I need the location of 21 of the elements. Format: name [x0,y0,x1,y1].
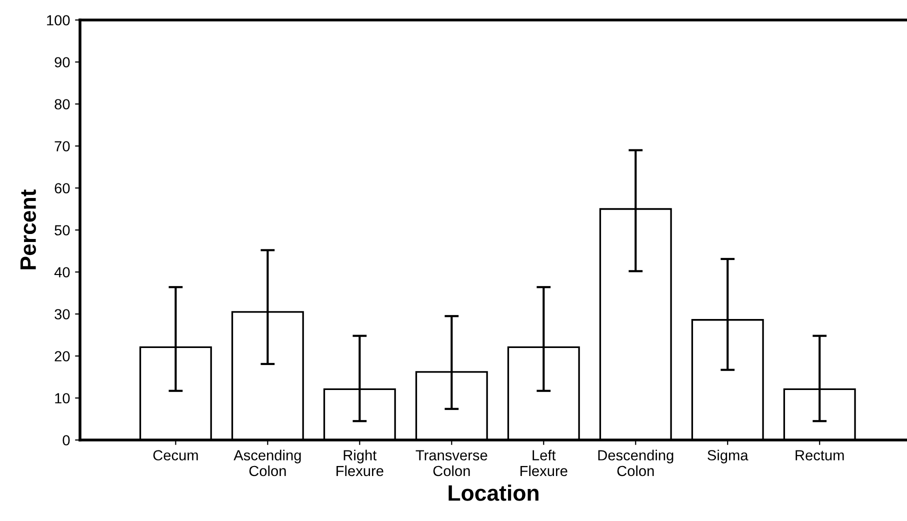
x-tick-label: Cecum [153,450,198,460]
x-tick-label: Left Flexure [520,450,568,476]
x-tick-label: Sigma [708,450,748,464]
x-tick-label: Descending Colon [598,450,674,476]
y-tick-label: 50 [54,225,70,236]
x-tick-label: Right Flexure [336,450,384,476]
y-axis-title: Percent [20,190,36,270]
y-tick-label: 10 [55,393,70,404]
y-tick-label: 30 [54,309,70,320]
y-tick-label: 90 [54,57,70,68]
y-tick-label: 70 [54,141,70,152]
x-tick-label: Rectum [796,450,844,460]
y-tick-label: 20 [54,351,70,362]
y-tick-label: 100 [47,15,70,26]
x-tick-label: Transverse Colon [416,450,488,476]
y-tick-label: 60 [54,183,70,194]
x-axis-title: Location [448,484,538,501]
x-tick-label: Ascending Colon [234,450,301,476]
y-tick-label: 0 [62,435,70,446]
y-tick-label: 40 [54,267,70,278]
y-tick-label: 80 [54,99,70,110]
